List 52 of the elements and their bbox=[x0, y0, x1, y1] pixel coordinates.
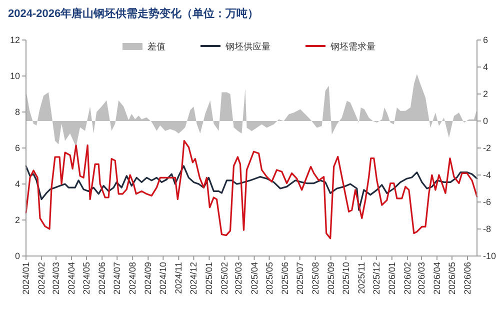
x-tick-label: 2025/09 bbox=[326, 262, 336, 295]
chart-title: 2024-2026年唐山钢坯供需走势变化（单位：万吨） bbox=[8, 7, 259, 20]
x-tick-label: 2024/10 bbox=[158, 262, 168, 295]
x-tick-label: 2025/05 bbox=[264, 262, 274, 295]
y2-tick-label: -8 bbox=[483, 224, 492, 234]
x-tick-label: 2025/01 bbox=[204, 262, 214, 295]
x-tick-label: 2025/11 bbox=[356, 262, 366, 294]
y2-tick-label: -2 bbox=[483, 143, 492, 153]
x-tick-label: 2026/04 bbox=[432, 262, 442, 295]
x-tick-label: 2024/04 bbox=[66, 262, 77, 295]
x-tick-label: 2025/12 bbox=[371, 262, 382, 295]
x-tick-label: 2025/03 bbox=[234, 262, 244, 295]
x-tick-label: 2025/02 bbox=[220, 262, 230, 295]
y2-tick-label: -6 bbox=[483, 197, 492, 207]
y-tick-label: 12 bbox=[10, 35, 20, 45]
y2-tick-label: -4 bbox=[483, 170, 492, 180]
x-tick-label: 2025/04 bbox=[249, 262, 260, 295]
legend-label: 钢坯需求量 bbox=[330, 42, 376, 52]
x-tick-label: 2024/11 bbox=[174, 262, 184, 294]
y2-tick-label: 6 bbox=[483, 35, 488, 45]
x-tick-label: 2024/07 bbox=[112, 262, 122, 295]
x-tick-label: 2024/03 bbox=[51, 262, 62, 295]
y-tick-label: 2 bbox=[14, 215, 20, 225]
x-tick-label: 2024/06 bbox=[97, 262, 108, 295]
x-tick-label: 2024/08 bbox=[128, 262, 138, 295]
x-tick-label: 2024/12 bbox=[188, 262, 199, 295]
x-tick-label: 2024/09 bbox=[143, 262, 154, 295]
x-tick-label: 2024/02 bbox=[36, 262, 47, 295]
x-tick-label: 2026/03 bbox=[416, 262, 426, 295]
y-tick-label: 6 bbox=[14, 143, 20, 153]
x-tick-label: 2025/10 bbox=[340, 262, 351, 295]
y2-tick-label: 0 bbox=[483, 116, 488, 126]
legend-label: 差值 bbox=[148, 42, 166, 52]
x-tick-label: 2025/08 bbox=[310, 262, 320, 295]
line-series bbox=[25, 140, 478, 240]
x-tick-label: 2026/01 bbox=[386, 262, 397, 295]
y-tick-label: 4 bbox=[14, 179, 20, 189]
x-tick-label: 2025/06 bbox=[280, 262, 290, 295]
y2-tick-label: -10 bbox=[483, 251, 496, 261]
x-tick-label: 2026/06 bbox=[462, 262, 472, 295]
y-tick-label: 0 bbox=[14, 251, 20, 261]
x-tick-label: 2026/05 bbox=[446, 262, 457, 295]
line-series bbox=[25, 165, 478, 211]
legend-label: 钢坯供应量 bbox=[224, 42, 270, 52]
y-tick-label: 8 bbox=[14, 107, 20, 117]
y2-tick-label: 2 bbox=[483, 89, 488, 99]
x-tick-label: 2024/01 bbox=[21, 262, 31, 295]
y2-tick-label: 4 bbox=[483, 62, 488, 72]
x-tick-label: 2025/07 bbox=[294, 262, 305, 295]
x-tick-label: 2026/02 bbox=[402, 262, 412, 295]
x-tick-label: 2024/05 bbox=[82, 262, 92, 295]
y-tick-label: 10 bbox=[10, 71, 20, 81]
